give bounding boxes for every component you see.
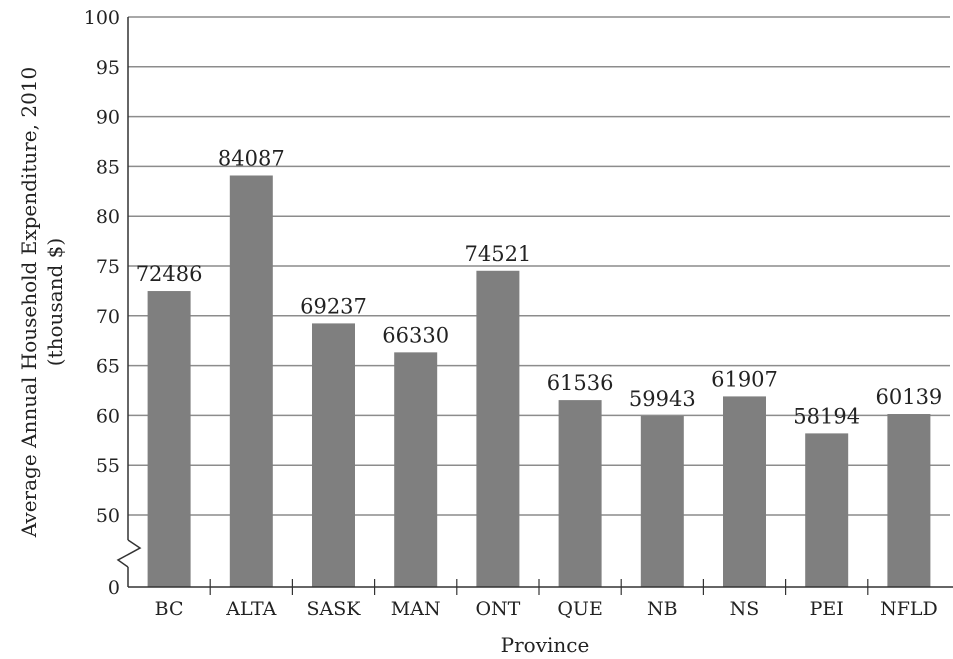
x-axis-title: Province — [501, 633, 590, 657]
data-label: 61536 — [547, 371, 614, 395]
bar — [394, 352, 438, 587]
y-axis-unit-group: (thousand $) — [43, 238, 67, 366]
bar — [558, 400, 602, 587]
y-tick-label: 0 — [108, 577, 120, 599]
category-label: ALTA — [225, 598, 276, 620]
data-label: 69237 — [300, 294, 367, 318]
y-axis-title: Average Annual Household Expenditure, 20… — [17, 67, 41, 538]
data-label: 84087 — [218, 146, 285, 170]
category-label: NFLD — [880, 598, 938, 620]
data-label: 58194 — [793, 404, 860, 428]
data-labels: 72486 84087 69237 66330 74521 61536 59943 61907… — [136, 146, 943, 428]
category-label: BC — [155, 598, 184, 620]
bar — [147, 291, 191, 587]
bars — [147, 175, 931, 588]
category-label: QUE — [557, 598, 602, 620]
category-label: ONT — [475, 598, 520, 620]
y-tick-label: 75 — [96, 256, 120, 278]
y-axis-title-group: Average Annual Household Expenditure, 20… — [17, 67, 41, 538]
category-label: PEI — [810, 598, 844, 620]
y-tick-label: 70 — [96, 306, 120, 328]
category-label: SASK — [307, 598, 362, 620]
data-label: 60139 — [875, 385, 942, 409]
axes — [116, 17, 953, 588]
category-label: MAN — [391, 598, 441, 620]
bar — [312, 323, 355, 587]
data-label: 59943 — [629, 387, 696, 411]
bar — [640, 415, 684, 587]
y-tick-label: 85 — [96, 156, 120, 178]
y-tick-label: 100 — [84, 7, 120, 29]
y-tick-labels: 0 50 55 60 65 70 75 80 85 90 95 100 — [84, 7, 120, 599]
data-label: 74521 — [464, 242, 531, 266]
category-label: NS — [730, 598, 760, 620]
y-tick-label: 95 — [96, 57, 120, 79]
data-label: 72486 — [136, 262, 203, 286]
y-tick-label: 90 — [96, 107, 120, 129]
axis-break-mark — [116, 539, 142, 568]
y-tick-label: 65 — [96, 356, 120, 378]
x-tick-marks — [209, 579, 869, 595]
y-axis-unit: (thousand $) — [43, 238, 67, 366]
y-tick-label: 60 — [96, 405, 120, 427]
data-label: 61907 — [711, 367, 778, 391]
y-tick-label: 80 — [96, 206, 120, 228]
category-label: NB — [647, 598, 678, 620]
bar — [476, 270, 520, 587]
bar — [723, 396, 766, 587]
bar — [805, 433, 849, 587]
bar — [229, 175, 273, 588]
category-labels: BC ALTA SASK MAN ONT QUE NB NS PEI NFLD — [155, 598, 938, 620]
y-tick-label: 55 — [96, 455, 120, 477]
bar — [887, 414, 931, 587]
y-tick-label: 50 — [96, 505, 120, 527]
data-label: 66330 — [382, 323, 449, 347]
